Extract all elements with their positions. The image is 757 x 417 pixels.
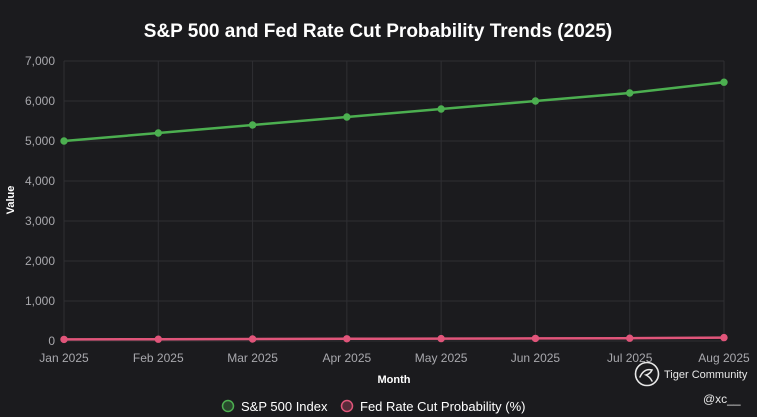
x-tick-label: Jan 2025 (39, 351, 89, 365)
x-tick-label: Aug 2025 (698, 351, 750, 365)
y-tick-label: 6,000 (25, 94, 55, 108)
grid (63, 60, 725, 342)
legend-item-0[interactable]: S&P 500 Index (221, 399, 328, 414)
x-tick-label: Jul 2025 (607, 351, 653, 365)
data-point[interactable] (343, 113, 351, 121)
y-tick-label: 3,000 (25, 214, 55, 228)
y-tick-label: 0 (48, 334, 55, 348)
series-layer (60, 78, 728, 344)
watermark-handle: @xc__ (703, 392, 741, 406)
y-axis-ticks: 0 1,000 2,000 3,000 4,000 5,000 6,000 7,000 (25, 54, 55, 348)
x-tick-label: Mar 2025 (227, 351, 278, 365)
x-tick-label: Feb 2025 (133, 351, 184, 365)
legend-label: S&P 500 Index (241, 399, 328, 414)
y-tick-label: 4,000 (25, 174, 55, 188)
data-point[interactable] (343, 335, 351, 343)
x-tick-label: Apr 2025 (323, 351, 372, 365)
series-line-1 (63, 336, 725, 341)
watermark-brand: Tiger Community (664, 369, 748, 381)
legend-item-1[interactable]: Fed Rate Cut Probability (%) (340, 399, 526, 414)
data-point[interactable] (720, 333, 728, 342)
data-point[interactable] (531, 97, 540, 105)
data-point[interactable] (626, 334, 634, 342)
x-axis-ticks: Jan 2025 Feb 2025 Mar 2025 Apr 2025 May 2025… (39, 351, 750, 365)
data-point[interactable] (531, 334, 540, 343)
series-line-0 (63, 80, 725, 143)
data-point[interactable] (60, 137, 68, 145)
chart-title: S&P 500 and Fed Rate Cut Probability Tre… (144, 21, 612, 42)
y-tick-label: 2,000 (25, 254, 55, 268)
data-point[interactable] (248, 335, 257, 343)
data-point[interactable] (248, 121, 257, 129)
y-tick-label: 5,000 (25, 134, 55, 148)
x-axis-label: Month (378, 374, 411, 386)
legend-label: Fed Rate Cut Probability (%) (360, 399, 525, 414)
y-axis-label: Value (5, 186, 17, 215)
data-point[interactable] (154, 129, 162, 137)
data-point[interactable] (437, 105, 445, 113)
data-point[interactable] (437, 334, 445, 343)
legend-marker (340, 399, 354, 413)
x-tick-label: May 2025 (415, 351, 468, 365)
y-tick-label: 1,000 (25, 294, 55, 308)
data-point[interactable] (720, 78, 728, 86)
legend-marker (221, 399, 235, 413)
data-point[interactable] (626, 89, 634, 97)
data-point[interactable] (60, 335, 68, 344)
tiger-logo-icon (634, 361, 660, 387)
y-tick-label: 7,000 (25, 54, 55, 68)
data-point[interactable] (154, 335, 162, 343)
legend: S&P 500 Index Fed Rate Cut Probability (%… (221, 399, 526, 414)
x-tick-label: Jun 2025 (511, 351, 561, 365)
watermark: Tiger Community @xc__ (634, 361, 748, 406)
